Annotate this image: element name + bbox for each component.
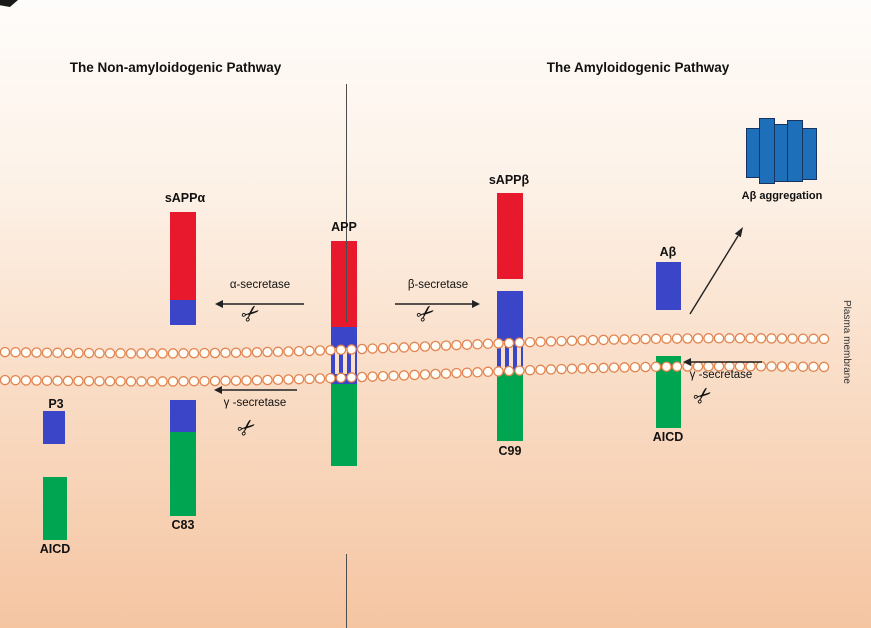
aicd-left-bar <box>43 477 67 540</box>
p3-label: P3 <box>48 397 64 411</box>
aggregation-label: Aβ aggregation <box>741 190 823 202</box>
sappa-label: sAPPα <box>164 191 206 205</box>
aicd-right-bar <box>656 356 681 428</box>
abeta-aggregation-cluster <box>746 116 824 190</box>
app-bar <box>331 241 357 466</box>
aggregation-arrow <box>689 227 743 315</box>
gamma-secretase-left-arrow <box>214 386 297 394</box>
aggregation-fibril <box>774 124 788 182</box>
p3-blue-segment <box>43 411 65 444</box>
abeta-label: Aβ <box>659 245 677 259</box>
sappb-label: sAPPβ <box>488 173 530 187</box>
gamma-right-scissors-icon: ✂ <box>687 380 718 412</box>
p3-bar <box>43 411 65 444</box>
app-green-segment <box>331 384 357 466</box>
app-blue-segment-2 <box>331 374 357 384</box>
c99-green-segment <box>497 371 523 441</box>
c83-blue-segment <box>170 400 196 432</box>
divider-bottom <box>346 554 347 628</box>
c99-blue-segment <box>497 291 523 341</box>
beta-secretase-arrow <box>395 300 480 308</box>
aicd-left-label: AICD <box>39 542 71 556</box>
sappa-red-segment <box>170 212 196 300</box>
divider-top <box>346 84 347 322</box>
abeta-bar <box>656 262 681 310</box>
app-red-segment <box>331 241 357 327</box>
sappb-bar <box>497 193 523 279</box>
app-label: APP <box>331 220 357 234</box>
c83-label: C83 <box>171 518 195 532</box>
gamma-secretase-left-label: γ -secretase <box>223 397 287 409</box>
alpha-secretase-label: α-secretase <box>229 279 291 291</box>
c99-label: C99 <box>498 444 522 458</box>
sappa-blue-segment <box>170 300 196 325</box>
aggregation-fibril <box>802 128 817 180</box>
plasma-membrane-label: Plasma membrane <box>841 300 852 384</box>
app-blue-segment <box>331 327 357 348</box>
gamma-left-scissors-icon: ✂ <box>231 412 262 444</box>
gamma-secretase-right-arrow <box>683 358 762 366</box>
aicd-left-green-segment <box>43 477 67 540</box>
alpha-secretase-arrow <box>215 300 304 308</box>
aggregation-fibril <box>787 120 803 182</box>
corner-artifact <box>0 0 18 7</box>
title-amyloidogenic: The Amyloidogenic Pathway <box>546 60 730 75</box>
sappb-red-segment <box>497 193 523 279</box>
sappa-bar <box>170 212 196 325</box>
c83-bar <box>170 400 196 516</box>
beta-secretase-label: β-secretase <box>407 279 469 291</box>
app-transmembrane-segment <box>331 348 357 374</box>
abeta-blue-segment <box>656 262 681 310</box>
title-non-amyloidogenic: The Non-amyloidogenic Pathway <box>69 60 282 75</box>
gamma-secretase-right-label: γ -secretase <box>689 369 753 381</box>
c83-green-segment <box>170 432 196 516</box>
c99-transmembrane-segment <box>497 341 523 371</box>
c99-bar <box>497 291 523 441</box>
aicd-right-label: AICD <box>652 430 684 444</box>
aicd-right-green-segment <box>656 356 681 428</box>
aggregation-fibril <box>759 118 775 184</box>
